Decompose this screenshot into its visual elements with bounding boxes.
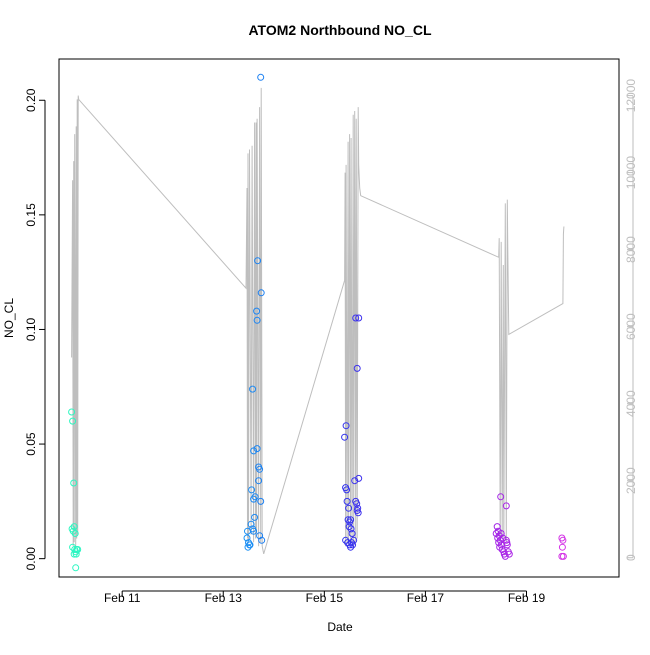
points-layer: [68, 73, 567, 572]
data-point: [353, 500, 361, 508]
y-tick-label: 0.05: [24, 432, 38, 456]
data-point: [355, 314, 363, 322]
data-point: [70, 523, 78, 531]
data-point: [69, 527, 77, 535]
x-tick-label: Feb 19: [508, 591, 546, 605]
data-point: [71, 530, 79, 537]
y-axis-label: NO_CL: [2, 298, 16, 338]
y-tick-label: 0.20: [24, 88, 38, 112]
y-tick-label: 0.00: [24, 547, 38, 571]
data-point: [347, 543, 355, 551]
data-point: [257, 73, 265, 81]
y2-tick-label: 2000: [624, 467, 638, 494]
data-point: [72, 550, 80, 558]
x-tick-label: Feb 17: [407, 591, 445, 605]
data-point: [343, 497, 351, 505]
y2-tick-label: 10000: [624, 156, 638, 190]
data-point: [351, 477, 359, 485]
y2-tick-label: 6000: [624, 313, 638, 340]
data-point: [342, 422, 350, 430]
data-point: [499, 534, 507, 542]
y-tick-label: 0.10: [24, 317, 38, 341]
data-point: [253, 307, 261, 315]
data-point: [348, 530, 356, 537]
data-point: [246, 541, 254, 549]
data-point: [247, 520, 255, 528]
x-tick-label: Feb 11: [104, 591, 141, 605]
chart-title: ATOM2 Northbound NO_CL: [248, 22, 431, 38]
data-point: [250, 447, 258, 455]
data-point: [68, 408, 76, 416]
data-point: [505, 550, 513, 558]
data-point: [249, 385, 257, 393]
data-point: [72, 564, 80, 572]
data-point: [251, 513, 259, 521]
data-point: [349, 541, 357, 549]
data-point: [502, 502, 510, 510]
data-point: [69, 417, 77, 425]
data-point: [341, 433, 349, 441]
data-point: [353, 364, 361, 372]
x-axis-label: Date: [327, 620, 353, 634]
data-point: [355, 474, 363, 482]
data-point: [243, 534, 251, 542]
data-point: [250, 527, 258, 535]
data-point: [558, 543, 566, 551]
x-tick-label: Feb 13: [205, 591, 243, 605]
y2-tick-label: 0: [624, 554, 638, 561]
data-point: [257, 289, 265, 297]
data-point: [347, 516, 355, 524]
data-point: [503, 539, 511, 547]
data-point: [493, 523, 501, 531]
secondary-series-line: [71, 87, 565, 555]
y2-tick-label: 12000: [624, 79, 638, 113]
data-point: [347, 525, 355, 533]
data-point: [253, 445, 261, 453]
data-point: [254, 257, 262, 265]
data-point: [74, 546, 82, 553]
data-point: [244, 543, 252, 551]
data-point: [345, 523, 353, 531]
data-point: [253, 316, 261, 324]
data-point: [342, 536, 350, 544]
data-point: [559, 552, 567, 560]
y2-tick-label: 4000: [624, 390, 638, 417]
data-point: [251, 493, 259, 501]
data-point: [343, 486, 351, 494]
data-point: [248, 486, 256, 494]
data-point: [559, 536, 567, 544]
x-tick-label: Feb 15: [306, 591, 344, 605]
plot-frame: [58, 58, 620, 578]
data-point: [70, 479, 78, 487]
data-point: [255, 477, 263, 485]
data-point: [350, 536, 358, 544]
data-point: [497, 493, 505, 501]
data-point: [345, 504, 353, 512]
data-point: [258, 536, 266, 544]
y-tick-label: 0.15: [24, 203, 38, 227]
data-point: [497, 530, 505, 537]
data-point: [256, 465, 264, 473]
y2-tick-label: 8000: [624, 236, 638, 263]
axes-layer: 0.00 0.05 0.10 0.15 0.20 Feb 11 Feb 13 Feb 15 Fe…: [24, 79, 638, 605]
data-point: [354, 509, 362, 517]
secondary-line-layer: [71, 87, 565, 555]
data-point: [257, 497, 265, 505]
data-point: [352, 314, 360, 322]
